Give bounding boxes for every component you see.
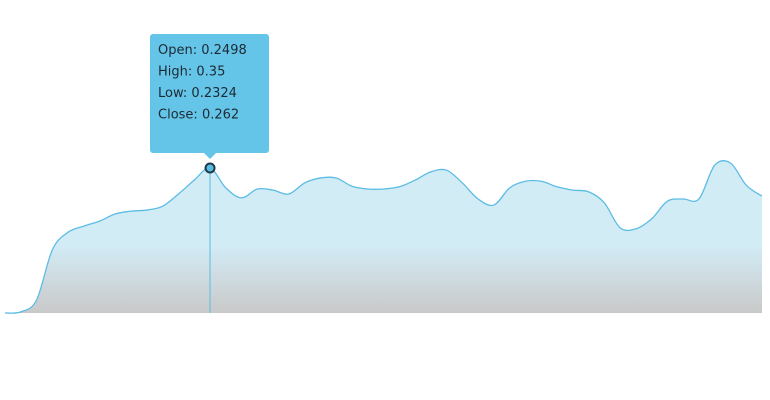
tooltip-value: 0.262	[202, 107, 239, 122]
hover-point	[204, 162, 216, 174]
tooltip-row: Open: 0.2498	[158, 43, 247, 58]
tooltip-label: Low:	[158, 86, 187, 101]
tooltip-row: High: 0.35	[158, 64, 225, 79]
tooltip-row: Low: 0.2324	[158, 86, 237, 101]
tooltip-value: 0.35	[196, 64, 225, 79]
tooltip-value: 0.2498	[201, 43, 247, 58]
tooltip-value: 0.2324	[191, 86, 237, 101]
tooltip-label: Open:	[158, 43, 197, 58]
tooltip-label: Close:	[158, 107, 198, 122]
tooltip-row: Close: 0.262	[158, 107, 239, 122]
area-line	[4, 159, 763, 314]
tooltip-label: High:	[158, 64, 192, 79]
tooltip-box	[150, 34, 269, 159]
area-fill	[5, 160, 762, 314]
